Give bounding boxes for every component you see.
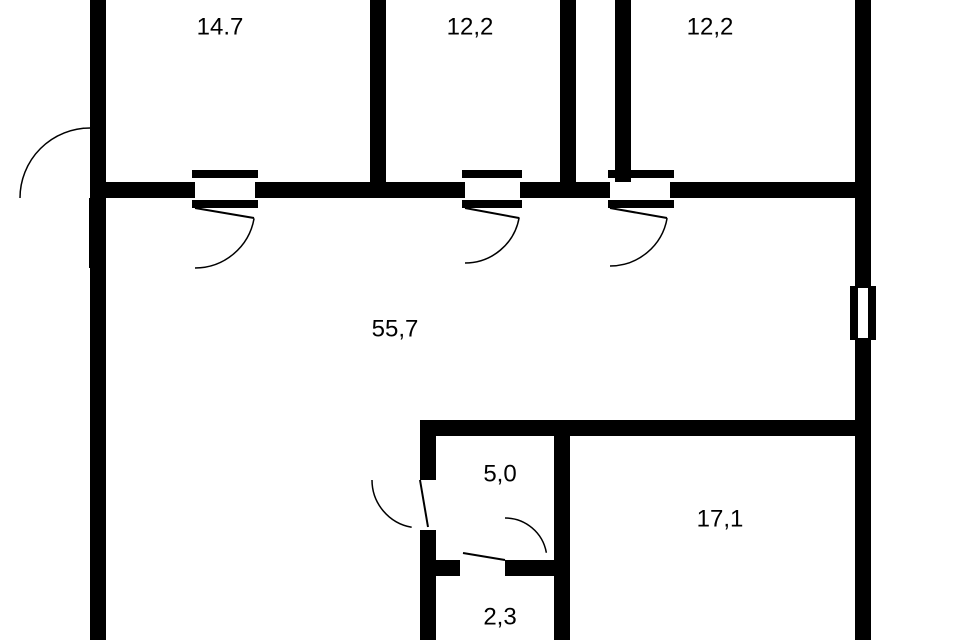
wall-segment	[560, 0, 576, 182]
wall-segment	[370, 0, 386, 182]
wall-segment	[615, 0, 631, 182]
wall-segment	[192, 200, 258, 208]
door-arc	[465, 218, 519, 263]
wall-segment	[554, 420, 570, 640]
walls-group	[90, 0, 876, 640]
door-leaf	[465, 208, 519, 218]
label-room-bath: 5,0	[483, 460, 516, 487]
wall-segment	[420, 530, 436, 640]
label-room-top-mid: 12,2	[447, 13, 494, 40]
door-arc	[20, 128, 90, 198]
wall-segment	[462, 170, 522, 178]
wall-segment	[855, 338, 871, 640]
wall-segment	[420, 420, 871, 436]
wall-segment	[850, 286, 858, 340]
wall-segment	[90, 182, 195, 198]
wall-segment	[520, 182, 610, 198]
door-leaf	[195, 208, 254, 218]
door-arc	[610, 218, 667, 266]
door-leaf	[610, 208, 667, 218]
door-leaf	[463, 553, 505, 560]
wall-segment	[608, 200, 674, 208]
label-room-top-left: 14.7	[197, 13, 244, 40]
label-room-main: 55,7	[372, 315, 419, 342]
wall-segment	[420, 420, 436, 480]
wall-segment	[670, 182, 871, 198]
wall-segment	[855, 0, 871, 288]
door-arc	[195, 218, 254, 268]
wall-segment	[255, 182, 465, 198]
door-leaf	[420, 480, 428, 527]
wall-segment	[608, 170, 674, 178]
door-arc	[505, 518, 546, 553]
label-room-kitchen: 17,1	[697, 505, 744, 532]
door-arc	[372, 480, 412, 527]
wall-segment	[420, 560, 460, 576]
wall-segment	[868, 286, 876, 340]
wall-segment	[462, 200, 522, 208]
floorplan-diagram: 14.7 12,2 12,2 55,7 5,0 17,1 2,3	[0, 0, 960, 640]
wall-segment	[90, 0, 106, 640]
label-room-wc: 2,3	[483, 603, 516, 630]
label-room-top-right: 12,2	[687, 13, 734, 40]
wall-segment	[192, 170, 258, 178]
